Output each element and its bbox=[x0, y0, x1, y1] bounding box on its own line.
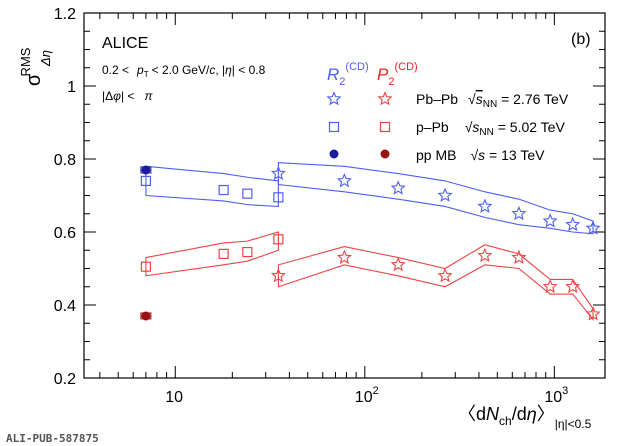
data-point bbox=[437, 267, 453, 283]
systematic-bands bbox=[145, 162, 594, 322]
data-markers bbox=[140, 165, 601, 321]
x-label-eta: η bbox=[527, 404, 537, 424]
panel-label: (b) bbox=[571, 31, 591, 48]
legend-markers bbox=[326, 91, 393, 159]
data-point bbox=[390, 180, 406, 195]
y-tick-labels: 0.2 0.4 0.6 0.8 1 1.2 bbox=[54, 6, 76, 388]
data-point bbox=[542, 213, 558, 228]
y-tick-label: 1 bbox=[67, 79, 76, 96]
cuts-line-2: |Δφ| < π bbox=[102, 89, 153, 103]
data-point bbox=[565, 216, 581, 232]
svg-text:RMS: RMS bbox=[18, 47, 33, 76]
legend-header-r2: R2(CD) bbox=[327, 61, 369, 88]
legend-marker-p2-pp bbox=[380, 149, 390, 159]
systematic-band bbox=[277, 162, 594, 235]
data-point bbox=[273, 192, 284, 203]
data-point bbox=[390, 256, 406, 272]
experiment-label: ALICE bbox=[102, 35, 148, 52]
legend-marker-p2-pbpb bbox=[377, 91, 393, 106]
y-tick-label: 0.4 bbox=[54, 298, 76, 315]
systematic-box bbox=[140, 312, 152, 320]
x-tick-label: 10 bbox=[165, 389, 183, 406]
legend-header-p2: P2(CD) bbox=[377, 61, 418, 88]
systematic-box bbox=[140, 166, 152, 174]
y-tick-label: 0.2 bbox=[54, 371, 76, 388]
data-point bbox=[140, 261, 152, 272]
data-point bbox=[218, 248, 229, 259]
x-tick-label: 102 bbox=[355, 385, 379, 406]
publication-id: ALI-PUB-587875 bbox=[6, 432, 99, 445]
systematic-band bbox=[145, 165, 279, 208]
data-point bbox=[242, 246, 253, 258]
legend-row-pbpb: Pb–Pb √sNN = 2.76 TeV bbox=[416, 91, 569, 110]
legend-marker-r2-ppb bbox=[328, 121, 340, 133]
y-tick-label: 0.6 bbox=[54, 225, 76, 242]
data-point bbox=[511, 205, 527, 221]
y-tick-label: 1.2 bbox=[54, 6, 76, 23]
data-point bbox=[542, 278, 558, 294]
x-label-close: 〉 bbox=[537, 404, 555, 424]
data-point bbox=[477, 247, 493, 263]
data-point bbox=[565, 278, 581, 294]
systematic-band bbox=[145, 231, 279, 277]
data-point bbox=[242, 188, 253, 199]
data-point bbox=[270, 165, 286, 181]
x-tick-labels: 10 102 103 bbox=[165, 385, 568, 406]
data-point bbox=[270, 267, 286, 283]
legend-row-ppb: p–Pb √sNN = 5.02 TeV bbox=[416, 119, 565, 138]
legend-marker-r2-pbpb bbox=[326, 91, 342, 106]
x-label-ch: ch bbox=[499, 414, 512, 428]
y-label-main: σ bbox=[23, 73, 45, 86]
data-point bbox=[141, 165, 151, 175]
svg-text:Δη: Δη bbox=[38, 50, 53, 67]
svg-text:〈dNch/dη〉|η|<0.5: 〈dNch/dη〉|η|<0.5 bbox=[458, 404, 592, 431]
x-tick-label: 103 bbox=[544, 385, 568, 406]
y-axis-label: σ RMS Δη bbox=[18, 47, 53, 86]
x-label-slash: /d bbox=[512, 404, 527, 424]
data-point bbox=[477, 198, 493, 213]
y-label-sub: Δη bbox=[38, 50, 53, 67]
data-point bbox=[511, 249, 527, 264]
data-point bbox=[585, 306, 601, 321]
data-point bbox=[273, 234, 284, 245]
legend-row-pp: pp MB √s = 13 TeV bbox=[416, 147, 545, 163]
data-point bbox=[218, 184, 229, 196]
data-point bbox=[336, 249, 352, 264]
data-point bbox=[336, 172, 352, 188]
legend-marker-r2-pp bbox=[329, 149, 339, 159]
legend-marker-p2-ppb bbox=[379, 121, 391, 133]
legend: R2(CD) P2(CD) Pb–Pb √sNN = 2.76 TeV p–Pb √… bbox=[326, 61, 569, 163]
systematic-band bbox=[277, 244, 594, 322]
data-point bbox=[140, 175, 152, 186]
axis-ticks bbox=[84, 12, 605, 379]
x-label-sub: |η|<0.5 bbox=[555, 417, 592, 431]
data-point bbox=[585, 220, 601, 235]
x-axis-label: 〈dNch/dη〉|η|<0.5 bbox=[458, 404, 592, 431]
cuts-line-1: 0.2 < pT < 2.0 GeV/c, |η| < 0.8 bbox=[102, 63, 266, 79]
svg-text:σ: σ bbox=[23, 73, 45, 86]
y-label-sup: RMS bbox=[18, 47, 33, 76]
data-point bbox=[437, 187, 453, 202]
data-point bbox=[141, 311, 151, 321]
x-label-n: N bbox=[486, 404, 500, 424]
x-label-open: 〈d bbox=[458, 404, 486, 424]
y-tick-label: 0.8 bbox=[54, 152, 76, 169]
